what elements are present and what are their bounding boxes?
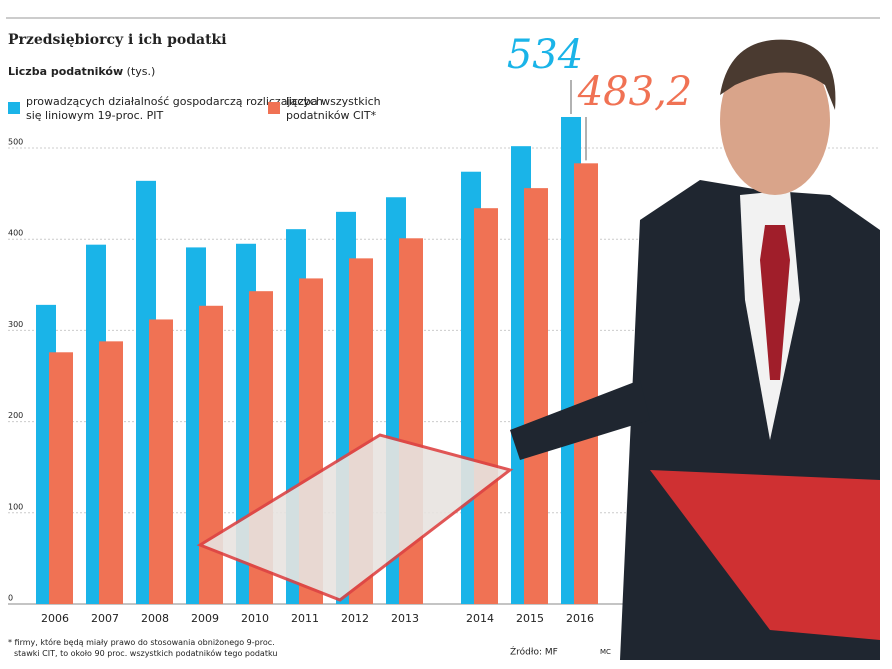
bar bbox=[149, 319, 173, 604]
bar bbox=[474, 208, 498, 604]
folder bbox=[196, 433, 514, 602]
bar bbox=[524, 188, 548, 605]
footnote: * firmy, które będą miały prawo do stoso… bbox=[8, 637, 277, 658]
bar bbox=[199, 305, 223, 604]
x-tick-label: 2013 bbox=[391, 612, 419, 625]
arm bbox=[510, 380, 650, 460]
x-tick-label: 2010 bbox=[241, 612, 269, 625]
legend-label: prowadzących działalność gospodarczą roz… bbox=[26, 95, 323, 122]
y-tick-label: 100 bbox=[8, 502, 23, 511]
value-label: 483,2 bbox=[577, 69, 693, 115]
y-label-main: Liczba podatników bbox=[8, 65, 123, 78]
x-tick-label: 2012 bbox=[341, 612, 369, 625]
bar bbox=[99, 341, 123, 604]
x-tick-label: 2007 bbox=[91, 612, 119, 625]
x-tick-label: 2016 bbox=[566, 612, 594, 625]
source: Źródło: MF bbox=[510, 646, 558, 658]
hair bbox=[720, 39, 836, 110]
y-label: Liczba podatników (tys.) bbox=[8, 65, 155, 78]
legend-swatch bbox=[268, 102, 280, 114]
legend-swatch bbox=[8, 102, 20, 114]
folders bbox=[650, 470, 880, 640]
x-tick-label: 2014 bbox=[466, 612, 494, 625]
photo bbox=[196, 39, 880, 660]
y-tick-label: 0 bbox=[8, 594, 13, 603]
legend-line: liczba wszystkich bbox=[286, 95, 381, 108]
x-tick-label: 2006 bbox=[41, 612, 69, 625]
x-tick-label: 2008 bbox=[141, 612, 169, 625]
x-tick-label: 2015 bbox=[516, 612, 544, 625]
bar bbox=[574, 163, 598, 604]
x-tick-label: 2009 bbox=[191, 612, 219, 625]
legend-line: podatników CIT* bbox=[286, 109, 377, 122]
value-label: 534 bbox=[507, 32, 583, 78]
y-tick-label: 400 bbox=[8, 229, 23, 238]
chart-title: Przedsiębiorcy i ich podatki bbox=[8, 32, 227, 48]
credit: MC bbox=[600, 648, 611, 656]
y-tick-label: 300 bbox=[8, 320, 23, 329]
footnote-line: * firmy, które będą miały prawo do stoso… bbox=[8, 637, 275, 647]
y-tick-label: 200 bbox=[8, 411, 23, 420]
tie bbox=[760, 225, 790, 380]
footnote-line: stawki CIT, to około 90 proc. wszystkich… bbox=[14, 648, 277, 658]
y-tick-label: 500 bbox=[8, 138, 23, 147]
bar bbox=[49, 352, 73, 604]
legend-line: prowadzących działalność gospodarczą roz… bbox=[26, 95, 323, 108]
legend-line: się liniowym 19-proc. PIT bbox=[26, 109, 164, 122]
x-tick-label: 2011 bbox=[291, 612, 319, 625]
face bbox=[720, 45, 830, 195]
legend-label: liczba wszystkich podatników CIT* bbox=[286, 95, 381, 122]
y-unit: (tys.) bbox=[127, 65, 156, 78]
